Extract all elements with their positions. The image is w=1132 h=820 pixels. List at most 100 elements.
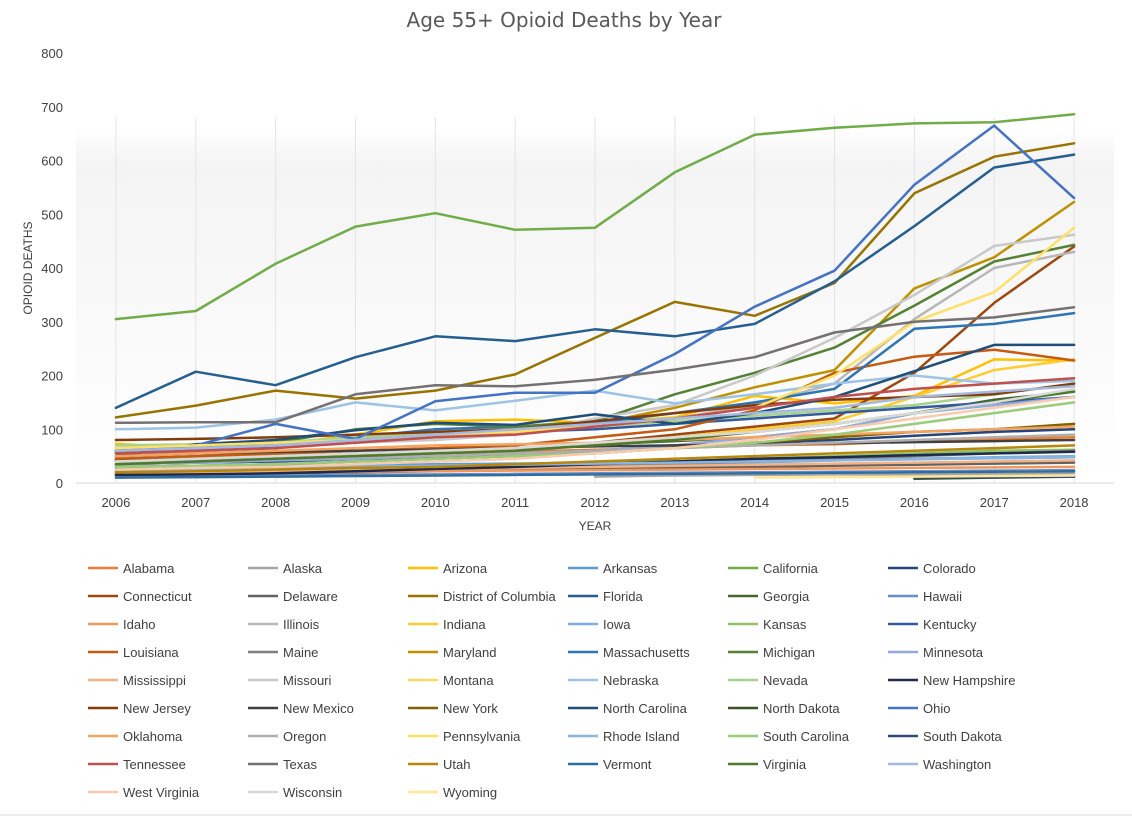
legend-item-vermont: Vermont: [568, 757, 652, 772]
chart-title: Age 55+ Opioid Deaths by Year: [407, 8, 723, 32]
series-line-north-carolina: [114, 343, 1076, 458]
series-line-alaska: [593, 472, 1076, 478]
y-tick-label: 0: [56, 476, 63, 491]
x-tick-label: 2015: [820, 495, 849, 510]
legend-item-wisconsin: Wisconsin: [248, 785, 342, 800]
y-tick-label: 800: [41, 46, 63, 61]
legend-label: Alaska: [283, 561, 323, 576]
legend-item-tennessee: Tennessee: [88, 757, 186, 772]
y-tick-label: 300: [41, 315, 63, 330]
series-line-utah: [114, 444, 1076, 474]
series-lines: [114, 113, 1076, 480]
x-axis-ticks: 2006 2007 2008 2009 2010 2011 2012 2013 2014 2015…: [101, 495, 1088, 510]
legend-item-minnesota: Minnesota: [888, 645, 984, 660]
legend-item-new-mexico: New Mexico: [248, 701, 354, 716]
x-tick-label: 2014: [740, 495, 769, 510]
legend-label: South Carolina: [763, 729, 850, 744]
legend-label: New Hampshire: [923, 673, 1015, 688]
legend-label: Missouri: [283, 673, 332, 688]
legend-item-virginia: Virginia: [728, 757, 807, 772]
y-tick-label: 100: [41, 422, 63, 437]
legend-item-california: California: [728, 561, 819, 576]
legend-label: Arizona: [443, 561, 488, 576]
legend-item-pennsylvania: Pennsylvania: [408, 729, 521, 744]
legend-label: Illinois: [283, 617, 320, 632]
legend-label: Nebraska: [603, 673, 659, 688]
legend-item-louisiana: Louisiana: [88, 645, 179, 660]
legend-label: North Carolina: [603, 701, 688, 716]
legend-label: Massachusetts: [603, 645, 690, 660]
legend-item-south-carolina: South Carolina: [728, 729, 850, 744]
x-tick-label: 2006: [101, 495, 130, 510]
legend-item-indiana: Indiana: [408, 617, 486, 632]
y-axis-ticks: 0 100 200 300 400 500 600 700 800: [41, 46, 63, 491]
legend-label: Rhode Island: [603, 729, 680, 744]
legend-label: Wisconsin: [283, 785, 342, 800]
x-tick-label: 2018: [1060, 495, 1089, 510]
y-tick-label: 500: [41, 207, 63, 222]
legend-item-maryland: Maryland: [408, 645, 496, 660]
legend-label: Iowa: [603, 617, 631, 632]
legend-label: District of Columbia: [443, 589, 556, 604]
legend-label: Maryland: [443, 645, 496, 660]
x-tick-label: 2009: [341, 495, 370, 510]
legend-label: New Jersey: [123, 701, 191, 716]
legend-label: Wyoming: [443, 785, 497, 800]
legend-label: Alabama: [123, 561, 175, 576]
legend-item-colorado: Colorado: [888, 561, 976, 576]
legend-item-north-carolina: North Carolina: [568, 701, 688, 716]
x-tick-label: 2017: [980, 495, 1009, 510]
legend-item-new-hampshire: New Hampshire: [888, 673, 1015, 688]
legend-label: New York: [443, 701, 498, 716]
series-line-ohio: [114, 124, 1076, 453]
legend-label: Kansas: [763, 617, 807, 632]
legend-label: West Virginia: [123, 785, 200, 800]
legend-label: South Dakota: [923, 729, 1003, 744]
legend-item-arkansas: Arkansas: [568, 561, 658, 576]
y-tick-label: 700: [41, 100, 63, 115]
series-line-tennessee: [114, 376, 1076, 455]
legend-label: Delaware: [283, 589, 338, 604]
y-tick-label: 400: [41, 261, 63, 276]
series-line-florida: [114, 153, 1076, 410]
series-line-west-virginia: [114, 395, 1076, 471]
legend-label: Minnesota: [923, 645, 984, 660]
legend-item-montana: Montana: [408, 673, 494, 688]
legend-item-nevada: Nevada: [728, 673, 809, 688]
legend-item-idaho: Idaho: [88, 617, 156, 632]
x-tick-label: 2011: [501, 495, 529, 510]
legend-label: Ohio: [923, 701, 950, 716]
legend-item-north-dakota: North Dakota: [728, 701, 840, 716]
legend-label: Georgia: [763, 589, 810, 604]
legend-label: Colorado: [923, 561, 976, 576]
legend-item-iowa: Iowa: [568, 617, 631, 632]
legend-label: Arkansas: [603, 561, 658, 576]
legend-item-alaska: Alaska: [248, 561, 323, 576]
legend-item-illinois: Illinois: [248, 617, 320, 632]
legend-label: New Mexico: [283, 701, 354, 716]
legend-item-oklahoma: Oklahoma: [88, 729, 183, 744]
legend-label: Utah: [443, 757, 470, 772]
legend-item-missouri: Missouri: [248, 673, 332, 688]
y-tick-label: 200: [41, 369, 63, 384]
legend-label: Louisiana: [123, 645, 179, 660]
series-line-texas: [114, 305, 1076, 425]
legend-item-kansas: Kansas: [728, 617, 807, 632]
y-tick-label: 600: [41, 154, 63, 169]
legend-label: Maine: [283, 645, 318, 660]
legend-label: Idaho: [123, 617, 156, 632]
x-tick-label: 2007: [181, 495, 210, 510]
legend-item-new-jersey: New Jersey: [88, 701, 191, 716]
legend-item-maine: Maine: [248, 645, 318, 660]
legend-item-connecticut: Connecticut: [88, 589, 192, 604]
legend-label: Tennessee: [123, 757, 186, 772]
legend-item-hawaii: Hawaii: [888, 589, 962, 604]
legend-item-utah: Utah: [408, 757, 470, 772]
legend-label: Florida: [603, 589, 644, 604]
legend-label: Texas: [283, 757, 317, 772]
series-line-louisiana: [114, 348, 1076, 461]
legend-item-washington: Washington: [888, 757, 991, 772]
series-line-washington: [114, 385, 1076, 453]
